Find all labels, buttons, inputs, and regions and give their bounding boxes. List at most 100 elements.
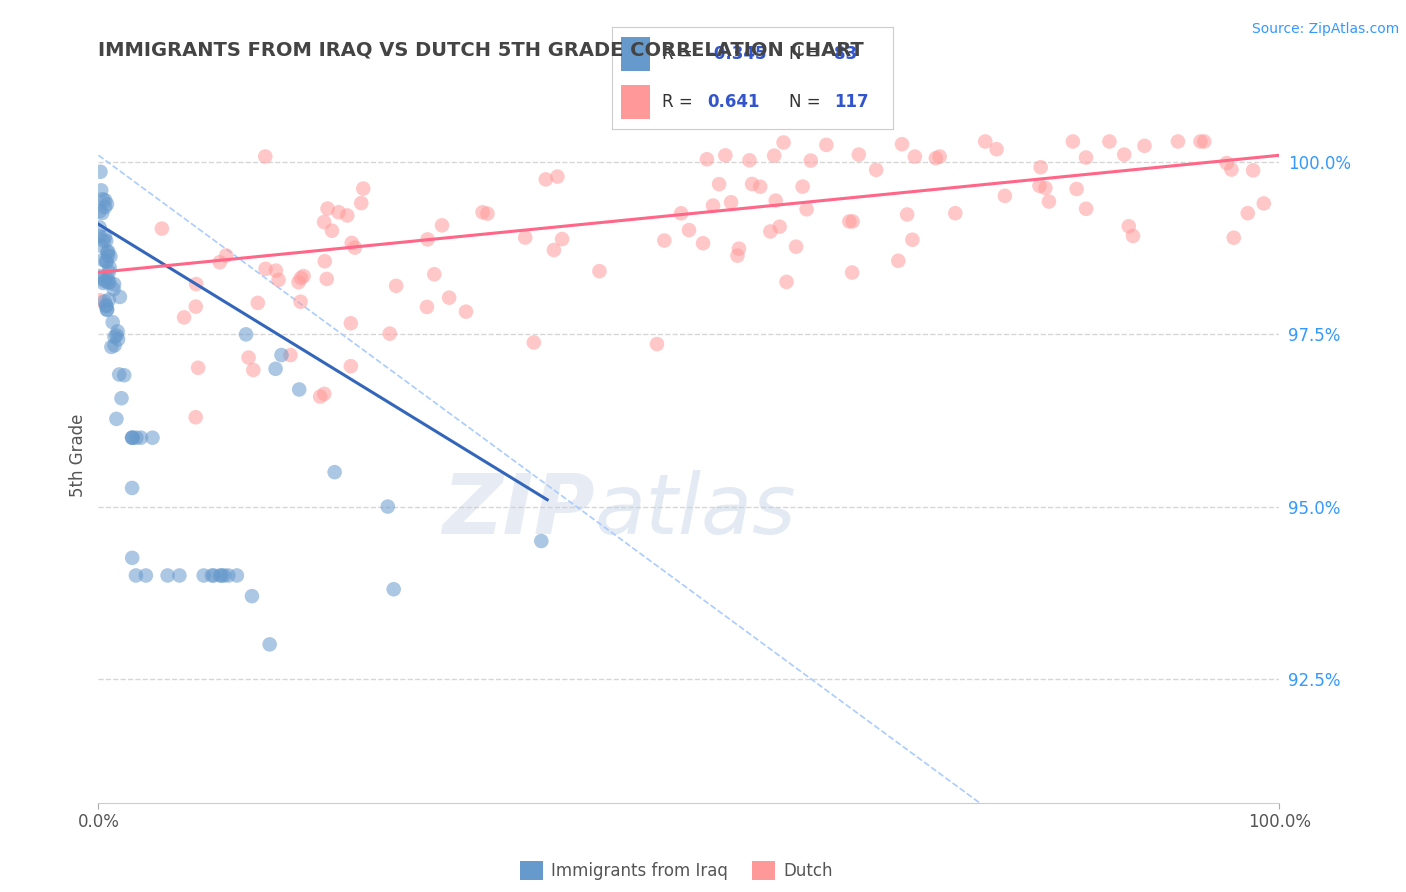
Point [925, 151, 948, 165]
Point [588, 264, 610, 278]
Point [785, 240, 807, 254]
Point [423, 267, 446, 281]
Point [89, 165, 111, 179]
Point [94, 298, 117, 312]
Point [89, 268, 111, 283]
Point [437, 291, 460, 305]
Point [1028, 178, 1050, 193]
Point [100, 249, 122, 263]
Point [201, 568, 224, 582]
Point [89, 229, 111, 244]
Point [101, 315, 124, 329]
Point [678, 223, 700, 237]
Point [94, 254, 117, 268]
Point [97, 244, 120, 259]
Point [94, 194, 117, 208]
Point [727, 249, 749, 263]
Point [288, 383, 311, 397]
Point [350, 196, 373, 211]
Point [336, 209, 359, 223]
Point [208, 255, 231, 269]
Point [792, 179, 814, 194]
Point [314, 254, 336, 268]
Point [1114, 147, 1136, 161]
Point [156, 568, 179, 582]
Point [193, 568, 215, 582]
Point [669, 206, 692, 220]
Point [264, 361, 287, 376]
Point [242, 363, 264, 377]
Point [738, 153, 761, 168]
Point [1118, 219, 1140, 234]
Text: R =: R = [662, 45, 699, 63]
Point [1033, 181, 1056, 195]
Point [1236, 206, 1258, 220]
Point [254, 149, 277, 163]
Point [430, 219, 453, 233]
Point [89, 220, 111, 235]
Point [1189, 135, 1212, 149]
Text: 83: 83 [834, 45, 856, 63]
Point [838, 214, 860, 228]
Text: 117: 117 [834, 93, 869, 111]
Point [720, 195, 742, 210]
Point [290, 271, 312, 285]
Point [1220, 162, 1243, 177]
Point [321, 224, 343, 238]
Point [129, 431, 152, 445]
Point [692, 236, 714, 251]
Point [309, 390, 332, 404]
Point [340, 316, 363, 330]
Point [91, 252, 114, 267]
Point [763, 148, 786, 162]
Point [974, 135, 997, 149]
Point [169, 568, 191, 582]
Point [1074, 202, 1097, 216]
Point [314, 215, 336, 229]
Point [702, 198, 724, 212]
Point [994, 189, 1017, 203]
Point [125, 431, 148, 445]
Text: ZIP: ZIP [441, 470, 595, 551]
Point [93, 294, 115, 309]
Point [125, 568, 148, 582]
Point [264, 263, 287, 277]
Point [259, 637, 281, 651]
Point [121, 431, 143, 445]
Point [696, 153, 718, 167]
Text: N =: N = [789, 93, 825, 111]
Point [645, 337, 668, 351]
Point [523, 335, 546, 350]
Point [292, 269, 315, 284]
Point [97, 265, 120, 279]
Point [186, 277, 208, 291]
Point [97, 276, 120, 290]
Point [104, 338, 127, 352]
Point [90, 183, 112, 197]
Point [1133, 138, 1156, 153]
Point [96, 245, 118, 260]
Point [270, 348, 292, 362]
Point [741, 177, 763, 191]
Point [97, 293, 120, 307]
Point [416, 300, 439, 314]
Y-axis label: 5th Grade: 5th Grade [69, 413, 87, 497]
Point [1074, 151, 1097, 165]
Point [943, 206, 966, 220]
Point [121, 431, 143, 445]
Text: 0.641: 0.641 [707, 93, 759, 111]
Point [707, 177, 730, 191]
Point [212, 568, 235, 582]
Point [714, 148, 737, 162]
Point [1062, 135, 1084, 149]
Point [287, 275, 309, 289]
Point [1029, 161, 1052, 175]
Point [141, 431, 163, 445]
Point [202, 568, 225, 582]
Point [328, 205, 350, 219]
Point [105, 412, 128, 426]
Point [96, 255, 118, 269]
Point [209, 568, 232, 582]
Point [1241, 163, 1264, 178]
Point [91, 192, 114, 206]
